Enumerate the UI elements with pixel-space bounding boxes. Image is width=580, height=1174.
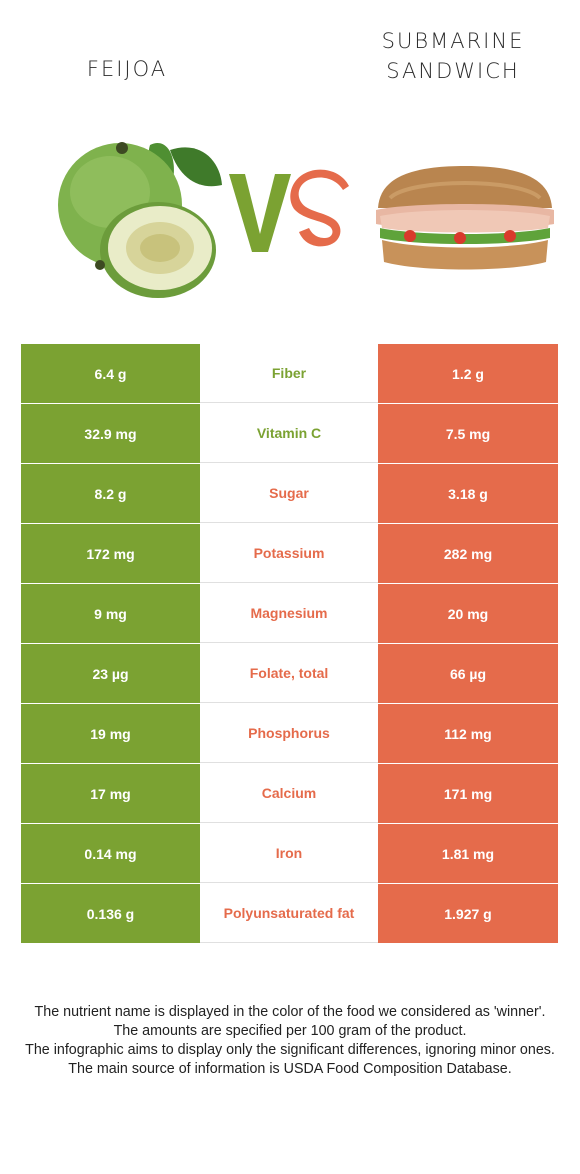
sandwich-value: 7.5 mg [378, 404, 558, 463]
sandwich-value: 282 mg [378, 524, 558, 583]
sandwich-value: 171 mg [378, 764, 558, 823]
nutrient-name: Folate, total [200, 644, 378, 703]
table-row: 0.136 g Polyunsaturated fat 1.927 g [21, 884, 558, 944]
nutrient-name: Magnesium [200, 584, 378, 643]
table-row: 6.4 g Fiber 1.2 g [21, 344, 558, 404]
sandwich-value: 112 mg [378, 704, 558, 763]
table-row: 8.2 g Sugar 3.18 g [21, 464, 558, 524]
table-row: 23 µg Folate, total 66 µg [21, 644, 558, 704]
food-title-right: SUBMARINE SANDWICH [381, 29, 525, 83]
footer-line: The infographic aims to display only the… [25, 1042, 555, 1058]
table-row: 17 mg Calcium 171 mg [21, 764, 558, 824]
feijoa-image [58, 142, 222, 298]
nutrient-name: Phosphorus [200, 704, 378, 763]
nutrient-name: Vitamin C [200, 404, 378, 463]
table-row: 32.9 mg Vitamin C 7.5 mg [21, 404, 558, 464]
feijoa-value: 17 mg [21, 764, 200, 823]
feijoa-value: 0.14 mg [21, 824, 200, 883]
nutrient-name: Polyunsaturated fat [200, 884, 378, 943]
feijoa-value: 23 µg [21, 644, 200, 703]
feijoa-value: 172 mg [21, 524, 200, 583]
sandwich-value: 3.18 g [378, 464, 558, 523]
table-row: 172 mg Potassium 282 mg [21, 524, 558, 584]
submarine-sandwich-image [376, 166, 554, 270]
table-row: 19 mg Phosphorus 112 mg [21, 704, 558, 764]
feijoa-value: 0.136 g [21, 884, 200, 943]
sandwich-value: 1.927 g [378, 884, 558, 943]
feijoa-value: 9 mg [21, 584, 200, 643]
feijoa-value: 19 mg [21, 704, 200, 763]
nutrient-name: Potassium [200, 524, 378, 583]
footer-line: The nutrient name is displayed in the co… [34, 1004, 546, 1020]
footer-notes: The nutrient name is displayed in the co… [20, 1003, 560, 1079]
sandwich-value: 66 µg [378, 644, 558, 703]
nutrient-name: Fiber [200, 344, 378, 403]
sandwich-value: 1.81 mg [378, 824, 558, 883]
footer-line: The main source of information is USDA F… [68, 1061, 512, 1077]
table-row: 9 mg Magnesium 20 mg [21, 584, 558, 644]
vs-mark [229, 169, 349, 252]
footer-line: The amounts are specified per 100 gram o… [113, 1023, 467, 1039]
table-row: 0.14 mg Iron 1.81 mg [21, 824, 558, 884]
nutrient-name: Calcium [200, 764, 378, 823]
comparison-table: 6.4 g Fiber 1.2 g 32.9 mg Vitamin C 7.5 mg 8.2… [21, 344, 558, 944]
nutrient-name: Sugar [200, 464, 378, 523]
feijoa-value: 6.4 g [21, 344, 200, 403]
sandwich-value: 20 mg [378, 584, 558, 643]
nutrient-name: Iron [200, 824, 378, 883]
feijoa-value: 8.2 g [21, 464, 200, 523]
feijoa-value: 32.9 mg [21, 404, 200, 463]
food-title-left: FEIJOA [86, 57, 168, 81]
sandwich-value: 1.2 g [378, 344, 558, 403]
